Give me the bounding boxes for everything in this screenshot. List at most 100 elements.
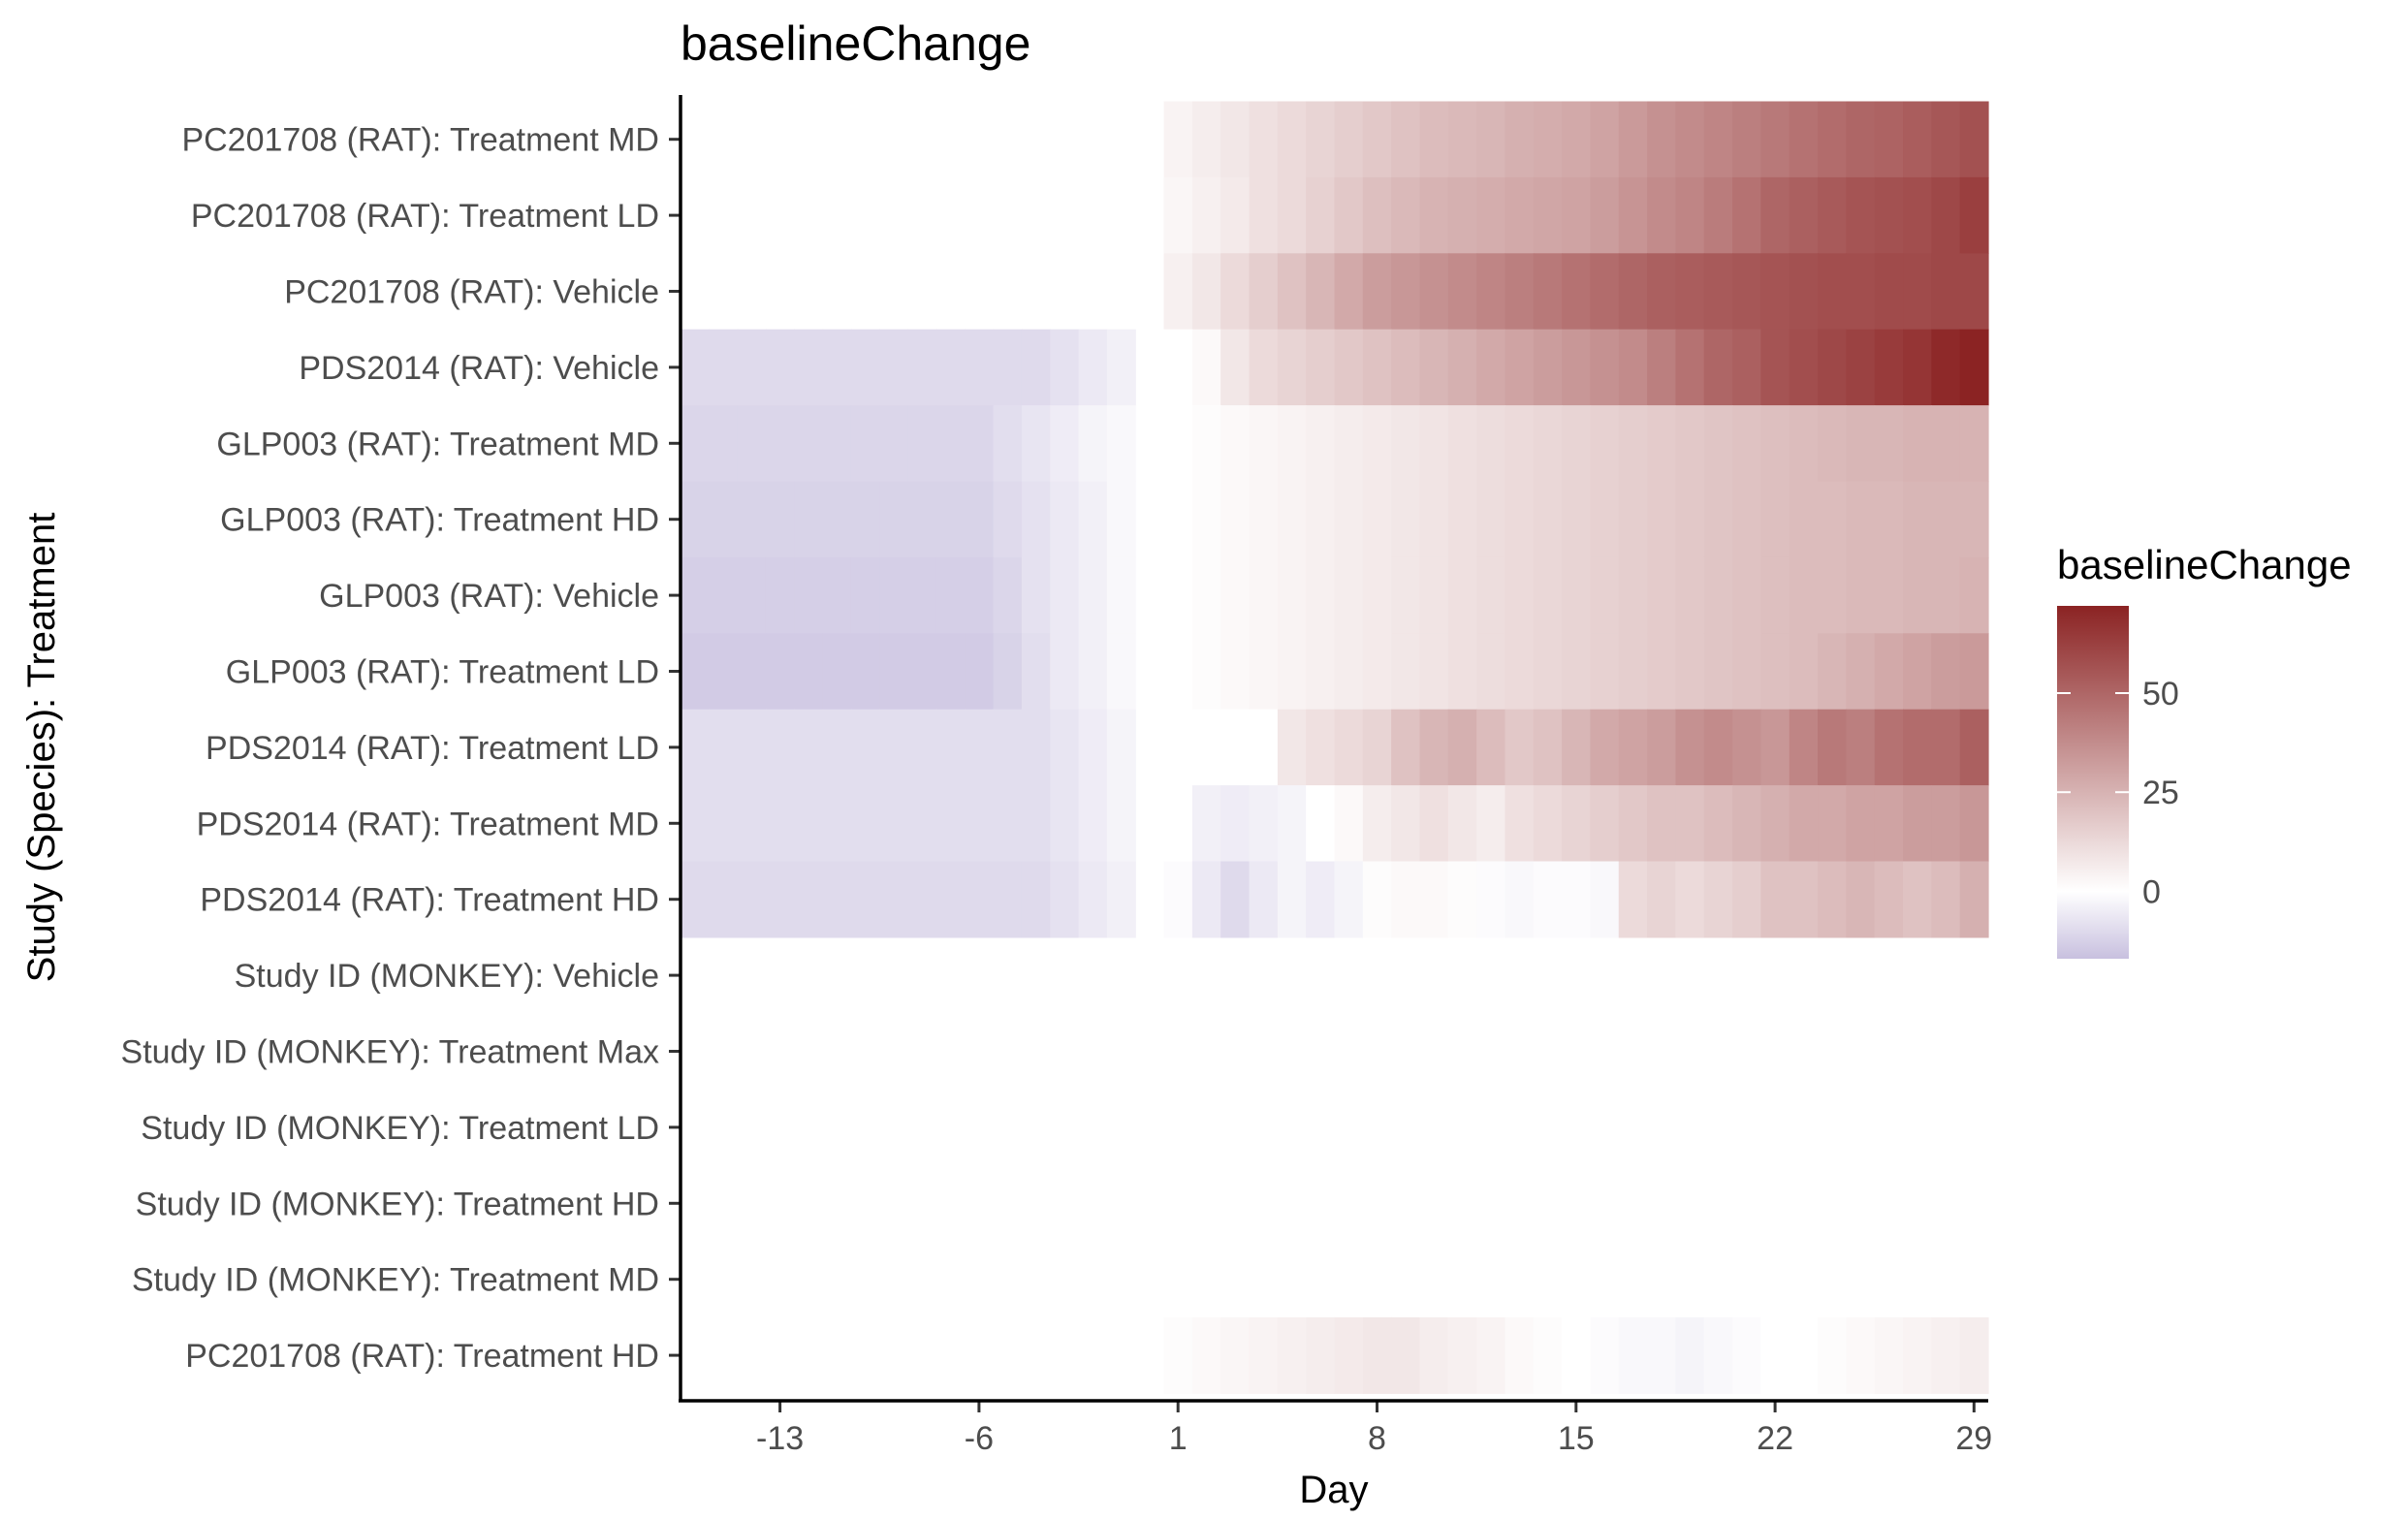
heatmap-cell — [1618, 253, 1648, 331]
heatmap-cell — [709, 405, 739, 483]
heatmap-cell — [1675, 253, 1705, 331]
heatmap-cell — [1903, 785, 1932, 863]
heatmap-cell — [1874, 253, 1904, 331]
heatmap-cell — [1846, 253, 1876, 331]
heatmap-cell — [1562, 329, 1592, 406]
heatmap-cell — [1220, 101, 1251, 178]
heatmap-cell — [1277, 481, 1307, 558]
heatmap-cell — [993, 633, 1023, 711]
heatmap-cell — [1391, 481, 1421, 558]
heatmap-cell — [1163, 176, 1193, 254]
y-tick-label: PC201708 (RAT): Treatment HD — [185, 1338, 659, 1375]
heatmap-cell — [1050, 785, 1080, 863]
heatmap-cell — [1078, 861, 1108, 938]
heatmap-cell — [1334, 405, 1364, 483]
heatmap-cell — [681, 709, 710, 786]
heatmap-cell — [1703, 709, 1733, 786]
heatmap-cell — [1106, 481, 1136, 558]
heatmap-cell — [993, 785, 1023, 863]
heatmap-cell — [1419, 1316, 1449, 1394]
heatmap-cell — [993, 405, 1023, 483]
heatmap-cell — [1306, 556, 1336, 634]
y-tick-label: PDS2014 (RAT): Vehicle — [299, 350, 659, 387]
heatmap-cell — [1419, 481, 1449, 558]
heatmap-cell — [1959, 176, 1989, 254]
heatmap-cells — [681, 101, 1989, 1394]
heatmap-cell — [1447, 785, 1477, 863]
heatmap-cell — [709, 481, 739, 558]
y-tick-label: Study ID (MONKEY): Vehicle — [235, 958, 659, 995]
heatmap-cell — [1760, 253, 1790, 331]
heatmap-cell — [1760, 329, 1790, 406]
heatmap-cell — [1277, 709, 1307, 786]
x-tick-label: 8 — [1368, 1420, 1386, 1457]
heatmap-cell — [1590, 101, 1620, 178]
heatmap-cell — [1590, 176, 1620, 254]
heatmap-cell — [1903, 405, 1932, 483]
heatmap-cell — [1703, 101, 1733, 178]
heatmap-cell — [1760, 633, 1790, 711]
heatmap-cell — [1106, 633, 1136, 711]
heatmap-cell — [935, 785, 966, 863]
heatmap-cell — [1647, 785, 1677, 863]
heatmap-cell — [1021, 633, 1051, 711]
heatmap-cell — [935, 481, 966, 558]
heatmap-cell — [1334, 633, 1364, 711]
heatmap-cell — [737, 861, 767, 938]
heatmap-cell — [1874, 329, 1904, 406]
heatmap-cell — [1789, 709, 1819, 786]
heatmap-cell — [1050, 556, 1080, 634]
heatmap-cell — [1306, 329, 1336, 406]
heatmap-cell — [681, 785, 710, 863]
heatmap-cell — [1447, 709, 1477, 786]
heatmap-cell — [1277, 785, 1307, 863]
heatmap-cell — [1191, 253, 1221, 331]
heatmap-cell — [1362, 1316, 1392, 1394]
heatmap-cell — [1647, 633, 1677, 711]
heatmap-cell — [1732, 785, 1761, 863]
heatmap-cell — [1959, 481, 1989, 558]
heatmap-cell — [1078, 329, 1108, 406]
heatmap-cell — [737, 481, 767, 558]
heatmap-cell — [935, 556, 966, 634]
heatmap-cell — [1562, 785, 1592, 863]
heatmap-cell — [1050, 633, 1080, 711]
heatmap-cell — [1533, 101, 1563, 178]
heatmap-cell — [1647, 405, 1677, 483]
legend-tick-label: 25 — [2142, 775, 2179, 811]
y-tick-label: Study ID (MONKEY): Treatment MD — [132, 1262, 659, 1299]
heatmap-cell — [1277, 101, 1307, 178]
heatmap-cell — [1789, 253, 1819, 331]
heatmap-cell — [1220, 1316, 1251, 1394]
heatmap-cell — [1191, 709, 1221, 786]
heatmap-cell — [1874, 176, 1904, 254]
heatmap-cell — [1419, 329, 1449, 406]
heatmap-cell — [1249, 405, 1279, 483]
heatmap-cell — [1903, 861, 1932, 938]
x-axis-title: Day — [1299, 1469, 1368, 1511]
heatmap-cell — [993, 481, 1023, 558]
heatmap-cell — [1306, 101, 1336, 178]
heatmap-cell — [1306, 785, 1336, 863]
heatmap-cell — [1505, 253, 1535, 331]
heatmap-cell — [1562, 633, 1592, 711]
heatmap-cell — [794, 329, 824, 406]
heatmap-cell — [1846, 633, 1876, 711]
heatmap-cell — [1191, 329, 1221, 406]
heatmap-cell — [1362, 481, 1392, 558]
heatmap-cell — [822, 861, 852, 938]
heatmap-cell — [1703, 481, 1733, 558]
heatmap-cell — [1163, 556, 1193, 634]
heatmap-cell — [1789, 633, 1819, 711]
heatmap-cell — [1391, 329, 1421, 406]
heatmap-cell — [1249, 101, 1279, 178]
heatmap-cell — [1533, 481, 1563, 558]
heatmap-cell — [1959, 633, 1989, 711]
heatmap-cell — [1590, 329, 1620, 406]
heatmap-cell — [1306, 861, 1336, 938]
heatmap-cell — [935, 633, 966, 711]
heatmap-cell — [1277, 329, 1307, 406]
heatmap-cell — [1732, 329, 1761, 406]
heatmap-cell — [1021, 861, 1051, 938]
heatmap-cell — [1818, 709, 1847, 786]
